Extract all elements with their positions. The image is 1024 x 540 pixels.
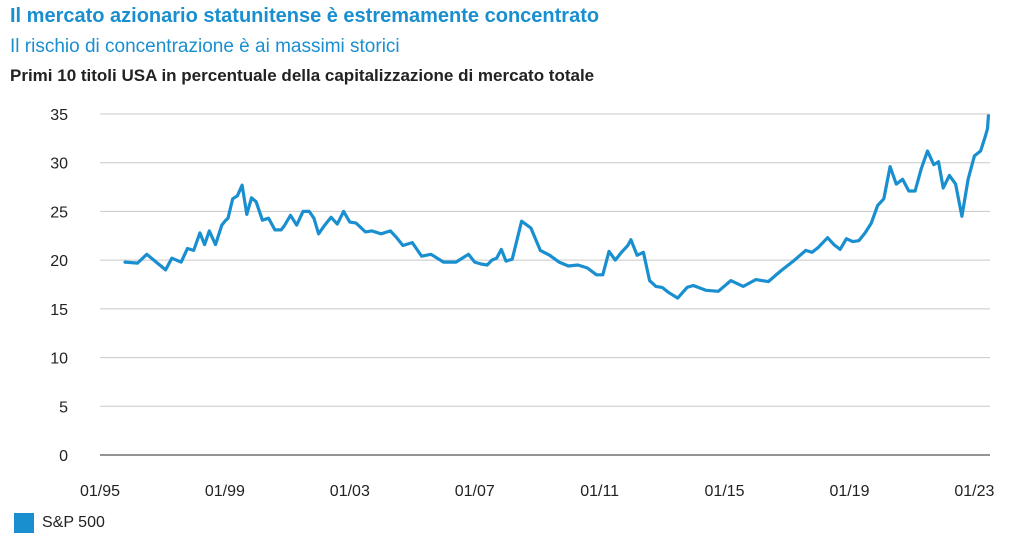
x-tick-label-01-11: 01/11	[580, 483, 619, 500]
x-tick-label-01-03: 01/03	[330, 483, 370, 500]
y-tick-label-5: 5	[59, 399, 68, 416]
y-tick-label-0: 0	[59, 448, 68, 465]
plot-area	[123, 114, 991, 300]
series-line-sp500	[123, 114, 991, 300]
page-title: Il mercato azionario statunitense è estr…	[10, 5, 600, 27]
line-chart: 0 5 10 15 20 25 30 35 01/95 01/99 01/03 01/07 01/11…	[50, 107, 995, 500]
y-tick-label-20: 20	[50, 253, 68, 270]
page-subtitle: Il rischio di concentrazione è ai massim…	[10, 36, 400, 57]
x-tick-label-01-15: 01/15	[705, 483, 745, 500]
legend-swatch-sp500	[14, 513, 34, 533]
x-axis: 01/95 01/99 01/03 01/07 01/11 01/15 01/19 01/23	[80, 483, 995, 500]
x-tick-label-01-07: 01/07	[455, 483, 495, 500]
x-tick-label-01-19: 01/19	[829, 483, 869, 500]
y-tick-label-35: 35	[50, 107, 68, 124]
y-tick-label-30: 30	[50, 156, 68, 173]
y-tick-label-15: 15	[50, 302, 68, 319]
legend: S&P 500	[14, 513, 105, 533]
x-tick-label-01-95: 01/95	[80, 483, 120, 500]
gridlines	[100, 113, 990, 456]
y-tick-label-25: 25	[50, 204, 68, 221]
x-tick-label-01-99: 01/99	[205, 483, 245, 500]
y-axis: 0 5 10 15 20 25 30 35	[50, 107, 68, 465]
y-tick-label-10: 10	[50, 351, 68, 368]
chart-title: Primi 10 titoli USA in percentuale della…	[10, 66, 595, 85]
legend-label-sp500: S&P 500	[42, 514, 105, 531]
x-tick-label-01-23: 01/23	[954, 483, 994, 500]
